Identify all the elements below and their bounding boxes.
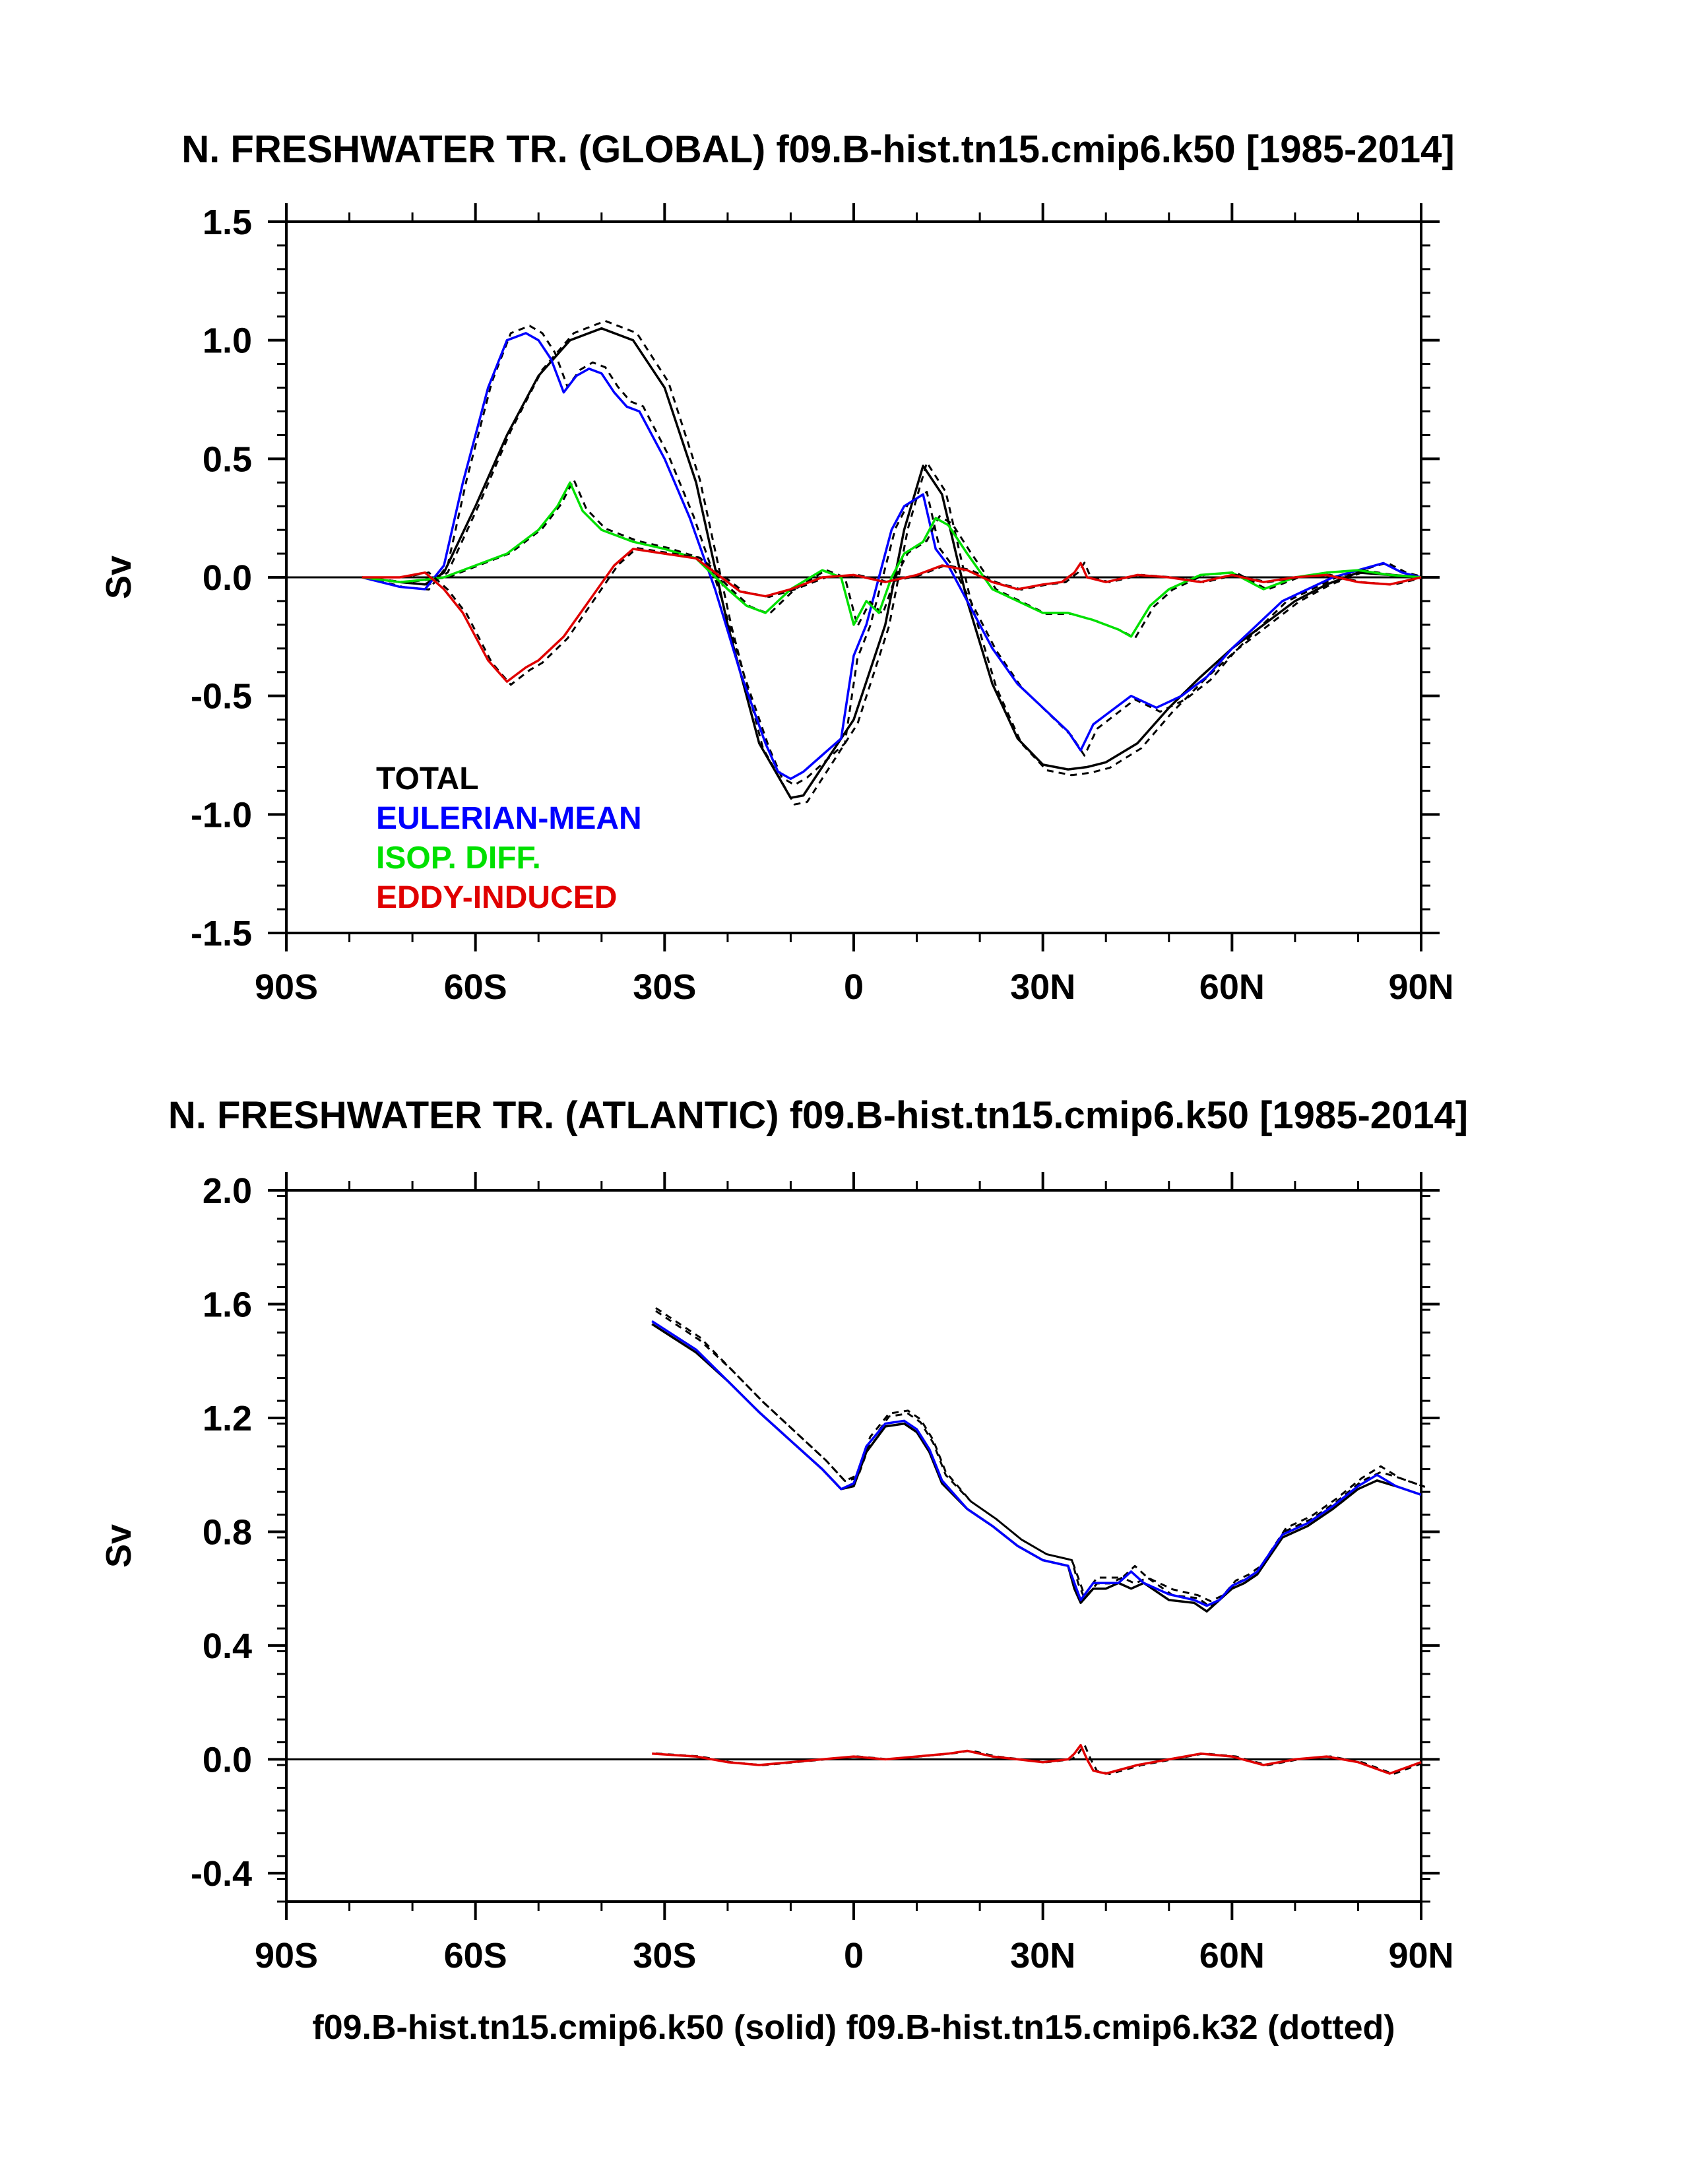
global-y-tick-label: 1.5 — [203, 203, 252, 242]
global-series-total-dotted — [366, 319, 1425, 806]
atlantic-x-tick-label: 30N — [1010, 1936, 1075, 1975]
legend-entry-eddy-induced: EDDY-INDUCED — [376, 880, 617, 915]
atlantic-x-tick-label: 60S — [444, 1936, 507, 1975]
global-series-eddy-induced — [362, 548, 1422, 683]
atlantic-series — [651, 1307, 1426, 1776]
atlantic-panel: N. FRESHWATER TR. (ATLANTIC) f09.B-hist.… — [99, 1094, 1468, 1975]
atlantic-series-total — [651, 1323, 1422, 1613]
atlantic-x-tick-label: 60N — [1199, 1936, 1265, 1975]
figure-footer-caption: f09.B-hist.tn15.cmip6.k50 (solid) f09.B-… — [312, 2008, 1395, 2047]
atlantic-y-tick-label: 0.4 — [203, 1626, 252, 1666]
atlantic-x-tick-label: 30S — [633, 1936, 696, 1975]
global-tick-labels: 90S 60S 30S 0 30N 60N 90N 1.5 1.0 0.5 0.0 -0.5 -1.0 -… — [191, 203, 1454, 1007]
global-x-tick-label: 60S — [444, 967, 507, 1007]
global-series-isop-diff — [362, 481, 1422, 638]
atlantic-y-axis-label: Sv — [99, 1524, 139, 1568]
legend-entry-eulerian-mean: EULERIAN-MEAN — [376, 801, 642, 836]
global-series — [362, 319, 1426, 806]
atlantic-y-tick-label: 1.2 — [203, 1399, 252, 1438]
atlantic-y-tick-label: 1.6 — [203, 1285, 252, 1324]
atlantic-y-tick-label: -0.4 — [191, 1854, 252, 1894]
global-y-tick-label: 1.0 — [203, 321, 252, 361]
global-tick-marks — [268, 203, 1440, 951]
global-x-tick-label: 90N — [1388, 967, 1453, 1007]
global-y-tick-label: -0.5 — [191, 677, 252, 717]
global-y-tick-label: -1.5 — [191, 914, 252, 953]
legend-entry-isop-diff: ISOP. DIFF. — [376, 841, 541, 876]
global-y-tick-label: 0.5 — [203, 439, 252, 479]
global-chart-title: N. FRESHWATER TR. (GLOBAL) f09.B-hist.tn… — [181, 128, 1454, 171]
atlantic-x-tick-label: 90N — [1388, 1936, 1453, 1975]
global-x-tick-label: 90S — [255, 967, 318, 1007]
atlantic-tick-marks — [268, 1172, 1440, 1920]
global-x-tick-label: 60N — [1199, 967, 1265, 1007]
global-y-tick-label: 0.0 — [203, 558, 252, 598]
legend: TOTAL EULERIAN-MEAN ISOP. DIFF. EDDY-IND… — [376, 761, 642, 915]
global-panel: N. FRESHWATER TR. (GLOBAL) f09.B-hist.tn… — [99, 128, 1455, 1007]
global-series-eulerian-mean — [362, 332, 1422, 781]
global-x-tick-label: 30N — [1010, 967, 1075, 1007]
global-y-tick-label: -1.0 — [191, 795, 252, 835]
atlantic-series-total-dotted — [655, 1310, 1426, 1608]
global-x-tick-label: 30S — [633, 967, 696, 1007]
legend-entry-total: TOTAL — [376, 761, 479, 796]
global-series-isop-diff-dotted — [366, 478, 1425, 639]
global-x-tick-label: 0 — [844, 967, 864, 1007]
atlantic-x-tick-label: 0 — [844, 1936, 864, 1975]
atlantic-y-tick-label: 0.0 — [203, 1740, 252, 1780]
atlantic-y-tick-label: 0.8 — [203, 1512, 252, 1552]
global-series-eddy-induced-dotted — [366, 547, 1426, 686]
global-series-total — [362, 327, 1422, 799]
atlantic-y-tick-label: 2.0 — [203, 1171, 252, 1211]
global-series-eulerian-mean-dotted — [366, 325, 1426, 787]
atlantic-series-eulerian-mean-dotted — [655, 1307, 1426, 1603]
atlantic-plot-frame — [285, 1189, 1422, 1903]
global-y-axis-label: Sv — [99, 556, 139, 599]
atlantic-x-tick-label: 90S — [255, 1936, 318, 1975]
atlantic-chart-title: N. FRESHWATER TR. (ATLANTIC) f09.B-hist.… — [168, 1094, 1468, 1137]
atlantic-tick-labels: 90S 60S 30S 0 30N 60N 90N 2.0 1.6 1.2 0.8 0.4 0.0 -0.… — [191, 1171, 1454, 1975]
atlantic-series-eddy-induced — [652, 1744, 1422, 1775]
atlantic-series-eulerian-mean — [651, 1320, 1422, 1607]
